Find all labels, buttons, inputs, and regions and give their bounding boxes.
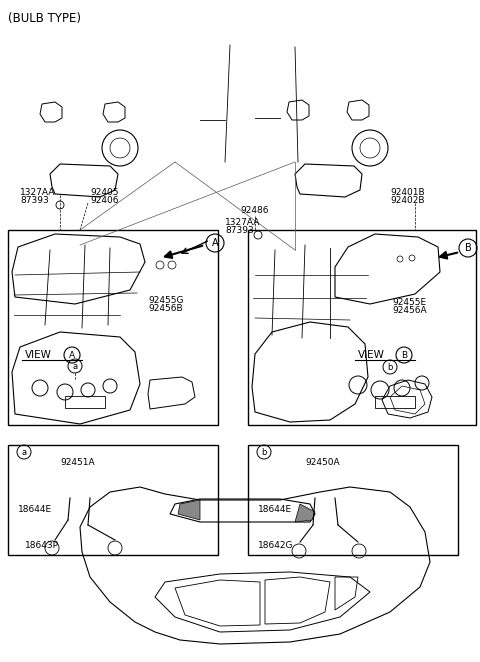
Text: 87393: 87393 [225,226,254,234]
Text: 18644E: 18644E [258,506,292,514]
Text: 92456A: 92456A [392,305,427,314]
Bar [248,445,458,555]
Text: 92406: 92406 [90,195,119,205]
Text: a: a [72,361,78,371]
Text: 87393: 87393 [20,195,49,205]
Text: 18644E: 18644E [18,506,52,514]
Text: B: B [465,243,471,253]
Text: B: B [401,350,407,359]
Text: A: A [212,238,218,248]
Bar [375,396,415,408]
Text: 92405: 92405 [90,187,119,197]
Text: 1327AA: 1327AA [20,187,55,197]
Text: 92450A: 92450A [305,457,340,467]
Text: a: a [22,448,26,457]
Text: b: b [261,448,267,457]
Text: 92486: 92486 [240,205,268,214]
Text: b: b [387,363,393,371]
Text: VIEW: VIEW [358,350,385,360]
Text: 92401B: 92401B [390,187,425,197]
Text: 92451A: 92451A [60,457,95,467]
Polygon shape [295,504,315,522]
Bar [8,230,218,425]
Text: (BULB TYPE): (BULB TYPE) [8,12,81,25]
Bar [248,230,476,425]
Bar [65,396,105,408]
Text: 18642G: 18642G [258,540,293,549]
Text: A: A [69,350,75,359]
Text: 92455E: 92455E [392,297,426,307]
Text: 92455G: 92455G [148,295,183,305]
Polygon shape [178,500,200,520]
Text: 92456B: 92456B [148,303,182,312]
Bar [8,445,218,555]
Text: 18643P: 18643P [25,540,59,549]
Text: 1327AA: 1327AA [225,218,260,226]
Text: 92402B: 92402B [390,195,424,205]
Text: VIEW: VIEW [25,350,52,360]
